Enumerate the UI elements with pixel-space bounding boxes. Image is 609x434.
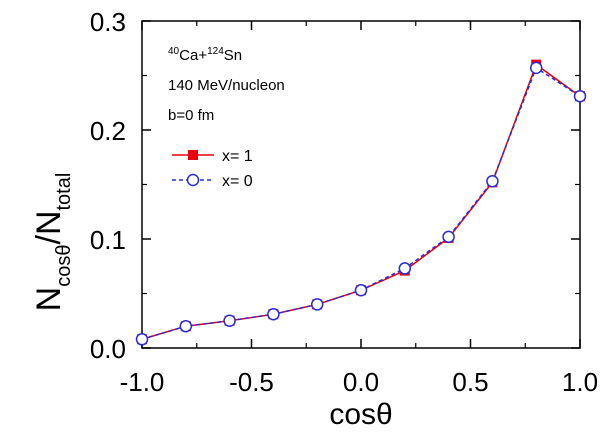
energy-label: 140 MeV/nucleon xyxy=(168,77,285,94)
y-axis-title-sub2: total xyxy=(53,173,75,211)
legend-label-x1: x= 1 xyxy=(222,148,253,165)
x-tick-label: 1.0 xyxy=(562,367,598,397)
y-axis-title-sub1: cosθ xyxy=(53,245,75,287)
tick-labels: -1.0 -0.5 0.0 0.5 1.0 0.0 0.1 0.2 0.3 xyxy=(90,7,598,397)
x-tick-label: -1.0 xyxy=(120,367,165,397)
series-1-point xyxy=(310,298,324,311)
series-layer xyxy=(135,59,587,346)
legend-marker-x1 xyxy=(188,150,198,160)
legend-label-x0: x= 0 xyxy=(222,173,253,190)
series-1-point xyxy=(179,319,193,333)
plot-frame xyxy=(141,20,581,349)
y-axis-title: Ncosθ/Ntotal xyxy=(30,173,75,312)
mass-number-2: 124 xyxy=(207,46,224,57)
axis-ticks xyxy=(141,20,581,349)
series-line-0 xyxy=(141,63,581,340)
series-1-point xyxy=(573,89,587,103)
series-1-point xyxy=(486,174,499,188)
series-1-point xyxy=(267,307,280,321)
element-2: Sn xyxy=(224,47,242,64)
element-1: Ca xyxy=(179,47,199,64)
y-axis-title-slash: /N xyxy=(30,211,68,245)
series-1-point xyxy=(135,333,149,346)
series-1-point xyxy=(398,262,412,275)
x-tick-label: -0.5 xyxy=(229,367,274,397)
y-axis-title-main: N xyxy=(30,287,68,312)
plus-sign: + xyxy=(198,47,207,64)
reaction-label: 40Ca+124Sn xyxy=(168,46,242,64)
x-tick-label: 0.5 xyxy=(452,367,488,397)
series-1-point xyxy=(442,230,455,244)
y-tick-label: 0.1 xyxy=(90,225,126,255)
x-tick-label: 0.0 xyxy=(343,367,379,397)
x-axis-title: cosθ xyxy=(329,398,392,431)
y-tick-label: 0.2 xyxy=(90,116,126,146)
y-tick-label: 0.3 xyxy=(90,7,126,37)
y-tick-label: 0.0 xyxy=(90,334,126,364)
series-1-point xyxy=(223,314,236,327)
impact-parameter-label: b=0 fm xyxy=(168,107,214,124)
series-1-point xyxy=(354,283,368,297)
legend: x= 1 x= 0 xyxy=(172,148,253,190)
mass-number-1: 40 xyxy=(168,46,180,57)
series-1-point xyxy=(529,61,543,75)
legend-marker-x0 xyxy=(186,173,200,187)
